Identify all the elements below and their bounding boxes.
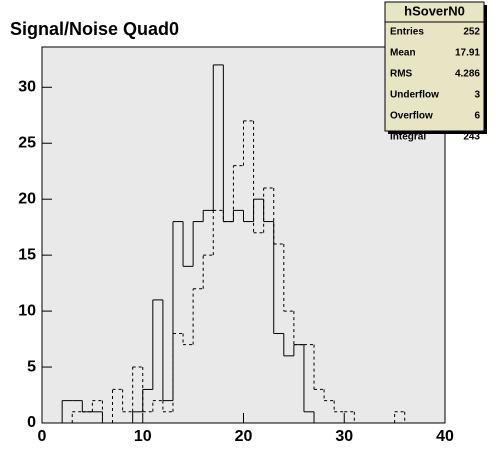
stats-box [384,1,485,132]
x-tick-label: 0 [38,428,47,445]
y-tick-label: 20 [18,190,36,207]
stats-label: RMS [390,69,413,80]
stats-value: 6 [474,111,480,122]
x-tick-label: 40 [436,428,454,445]
x-tick-label: 10 [134,428,152,445]
stats-label: Entries [390,27,424,38]
stats-value: 3 [474,90,480,101]
y-tick-label: 30 [18,79,36,96]
x-tick-label: 30 [335,428,353,445]
stats-value: 252 [463,27,480,38]
stats-label: Underflow [390,90,439,101]
x-tick-label: 20 [235,428,253,445]
stats-label: Mean [390,48,416,59]
stats-label: Overflow [390,111,433,122]
stats-value: 4.286 [455,69,480,80]
stats-label: Integral [390,132,426,143]
stats-value: 243 [463,132,480,143]
stats-title: hSoverN0 [404,3,465,18]
stats-value: 17.91 [455,48,480,59]
y-tick-label: 10 [18,302,36,319]
y-tick-label: 5 [27,358,36,375]
chart-title: Signal/Noise Quad0 [10,19,179,39]
plot-frame [41,46,446,424]
y-tick-label: 0 [27,414,36,431]
y-tick-label: 15 [18,246,36,263]
y-tick-label: 25 [18,134,36,151]
